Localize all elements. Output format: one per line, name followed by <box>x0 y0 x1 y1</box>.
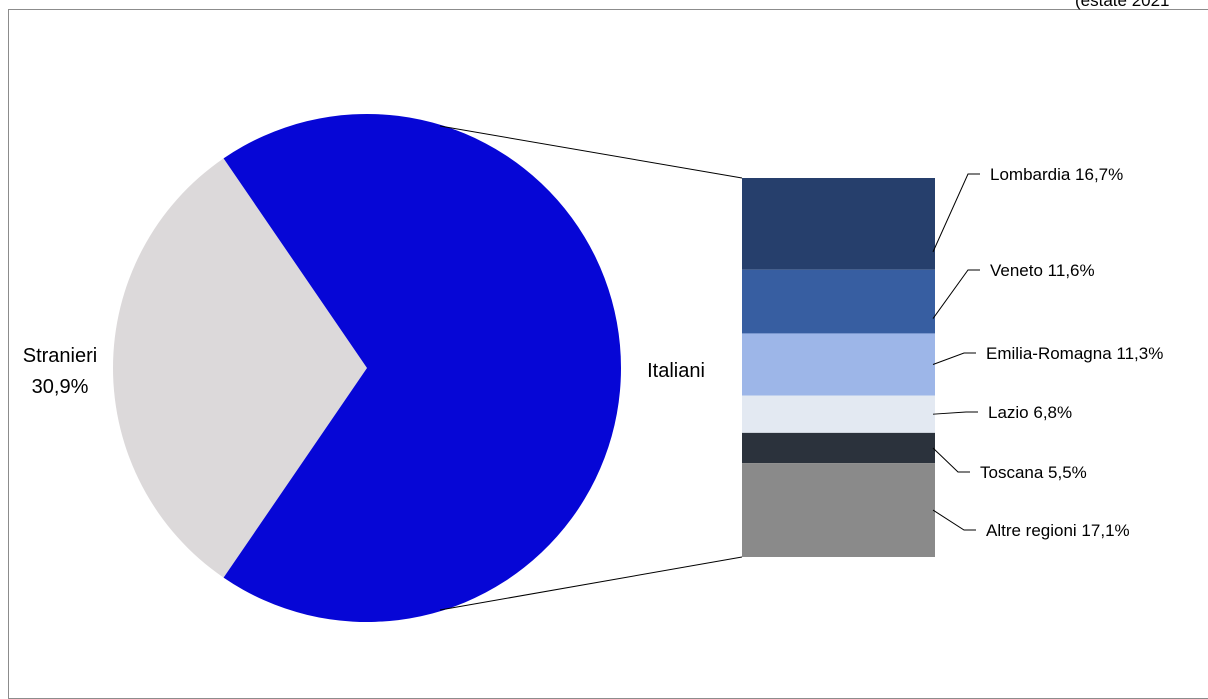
breakdown-bar <box>742 178 935 557</box>
pie-slice-italiani <box>223 113 622 622</box>
pie-slice-stranieri <box>112 158 368 578</box>
leader-line <box>932 509 976 531</box>
bar-label-veneto: Veneto 11,6% <box>990 261 1095 280</box>
leader-line <box>932 352 976 365</box>
leader-line <box>932 447 970 473</box>
chart-subtitle: (estate 2021 <box>1075 0 1170 10</box>
bar-segment-lombardia <box>742 178 935 270</box>
pie-chart <box>112 113 622 622</box>
bar-label-emilia-romagna: Emilia-Romagna 11,3% <box>986 344 1163 363</box>
pie-label-stranieri: Stranieri <box>23 345 97 367</box>
leader-line <box>932 411 978 415</box>
bar-segment-lazio <box>742 395 935 433</box>
bar-segment-toscana <box>742 432 935 464</box>
bar-label-altre-regioni: Altre regioni 17,1% <box>986 521 1130 540</box>
connector-top <box>439 125 743 179</box>
bar-segment-altre-regioni <box>742 463 935 557</box>
bar-segment-emilia-romagna <box>742 333 935 396</box>
breakdown-labels: Lombardia 16,7% Veneto 11,6% Emilia-Romagn… <box>932 165 1163 540</box>
bar-segment-veneto <box>742 269 935 334</box>
pie-value-stranieri: 30,9% <box>32 376 89 398</box>
chart-svg: Lombardia 16,7% Veneto 11,6% Emilia-Romagn… <box>23 113 1163 622</box>
leader-line <box>932 269 980 319</box>
bar-label-toscana: Toscana 5,5% <box>980 463 1087 482</box>
pie-label-italiani: Italiani <box>647 360 705 382</box>
connector-lines <box>439 125 743 611</box>
bar-label-lombardia: Lombardia 16,7% <box>990 165 1123 184</box>
connector-bottom <box>439 556 743 611</box>
leader-line <box>932 173 980 253</box>
bar-label-lazio: Lazio 6,8% <box>988 403 1072 422</box>
